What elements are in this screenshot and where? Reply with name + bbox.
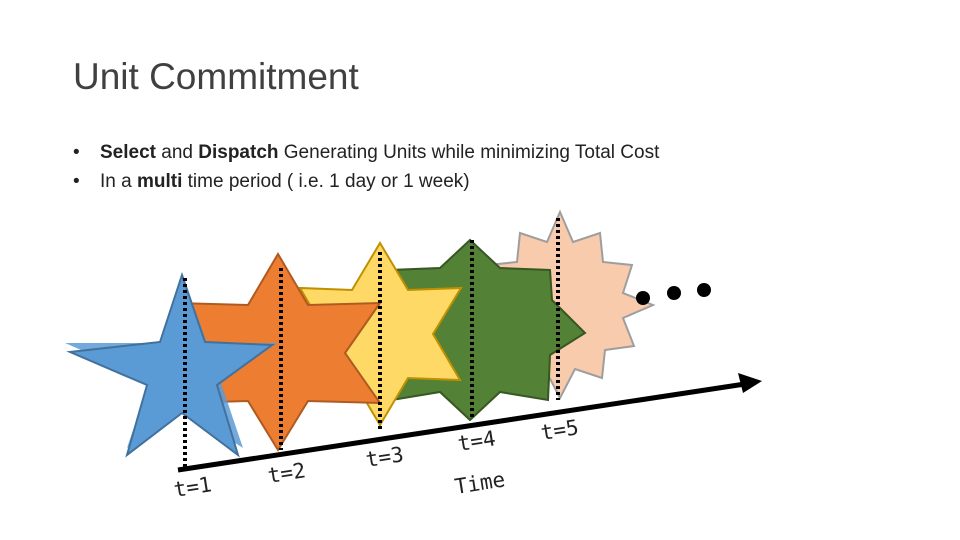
time-label-t4: t=4 — [456, 426, 497, 456]
bullet-text: time period ( i.e. 1 day or 1 week) — [182, 171, 470, 192]
time-label-t5: t=5 — [539, 415, 580, 445]
bullet-text-bold: Dispatch — [198, 142, 279, 163]
bullet-marker: • — [73, 142, 80, 163]
continuation-dot — [667, 286, 681, 300]
bullet-item: • Select and Dispatch Generating Units w… — [72, 139, 659, 168]
time-label-t3: t=3 — [364, 442, 405, 472]
star-t1 — [66, 271, 275, 458]
bullet-text-bold: Select — [100, 142, 156, 163]
bullet-text-bold: multi — [136, 171, 183, 192]
bullet-text: and — [155, 142, 199, 163]
time-label-t1: t=1 — [172, 472, 213, 502]
time-axis-arrowhead — [738, 373, 762, 393]
continuation-dot — [697, 283, 711, 297]
time-label-t2: t=2 — [266, 458, 307, 488]
bullet-marker: • — [73, 171, 80, 192]
bullet-list: • Select and Dispatch Generating Units w… — [72, 139, 659, 197]
bullet-text: Generating Units while minimizing Total … — [278, 142, 660, 163]
star-t3 — [298, 241, 463, 427]
slide-title: Unit Commitment — [73, 56, 359, 97]
bullet-text: In a — [100, 171, 137, 192]
time-axis-label: Time — [453, 467, 507, 499]
bullet-item: • In a multi time period ( i.e. 1 day or… — [72, 168, 659, 197]
time-axis — [177, 381, 746, 473]
continuation-dot — [636, 291, 650, 305]
